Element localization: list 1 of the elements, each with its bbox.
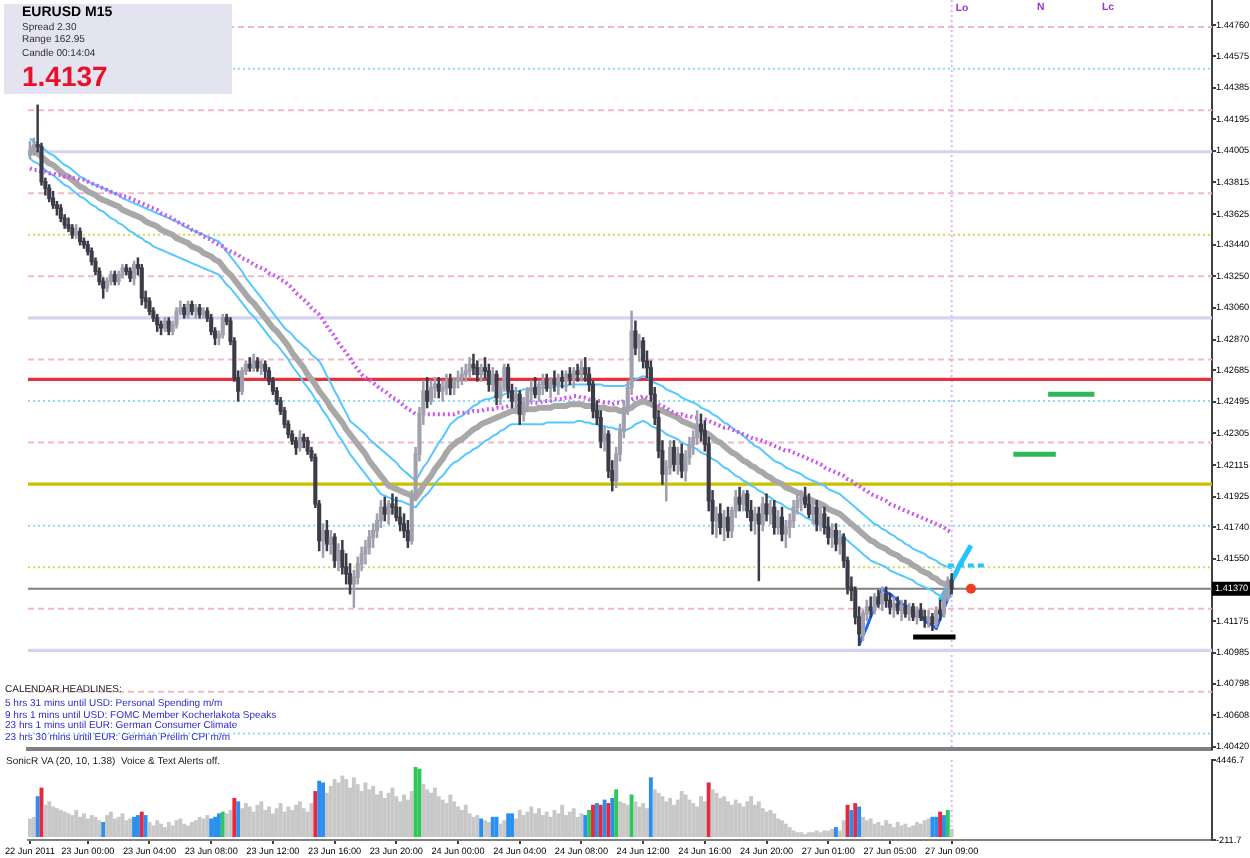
annotation: 1.4137 [22, 59, 108, 91]
